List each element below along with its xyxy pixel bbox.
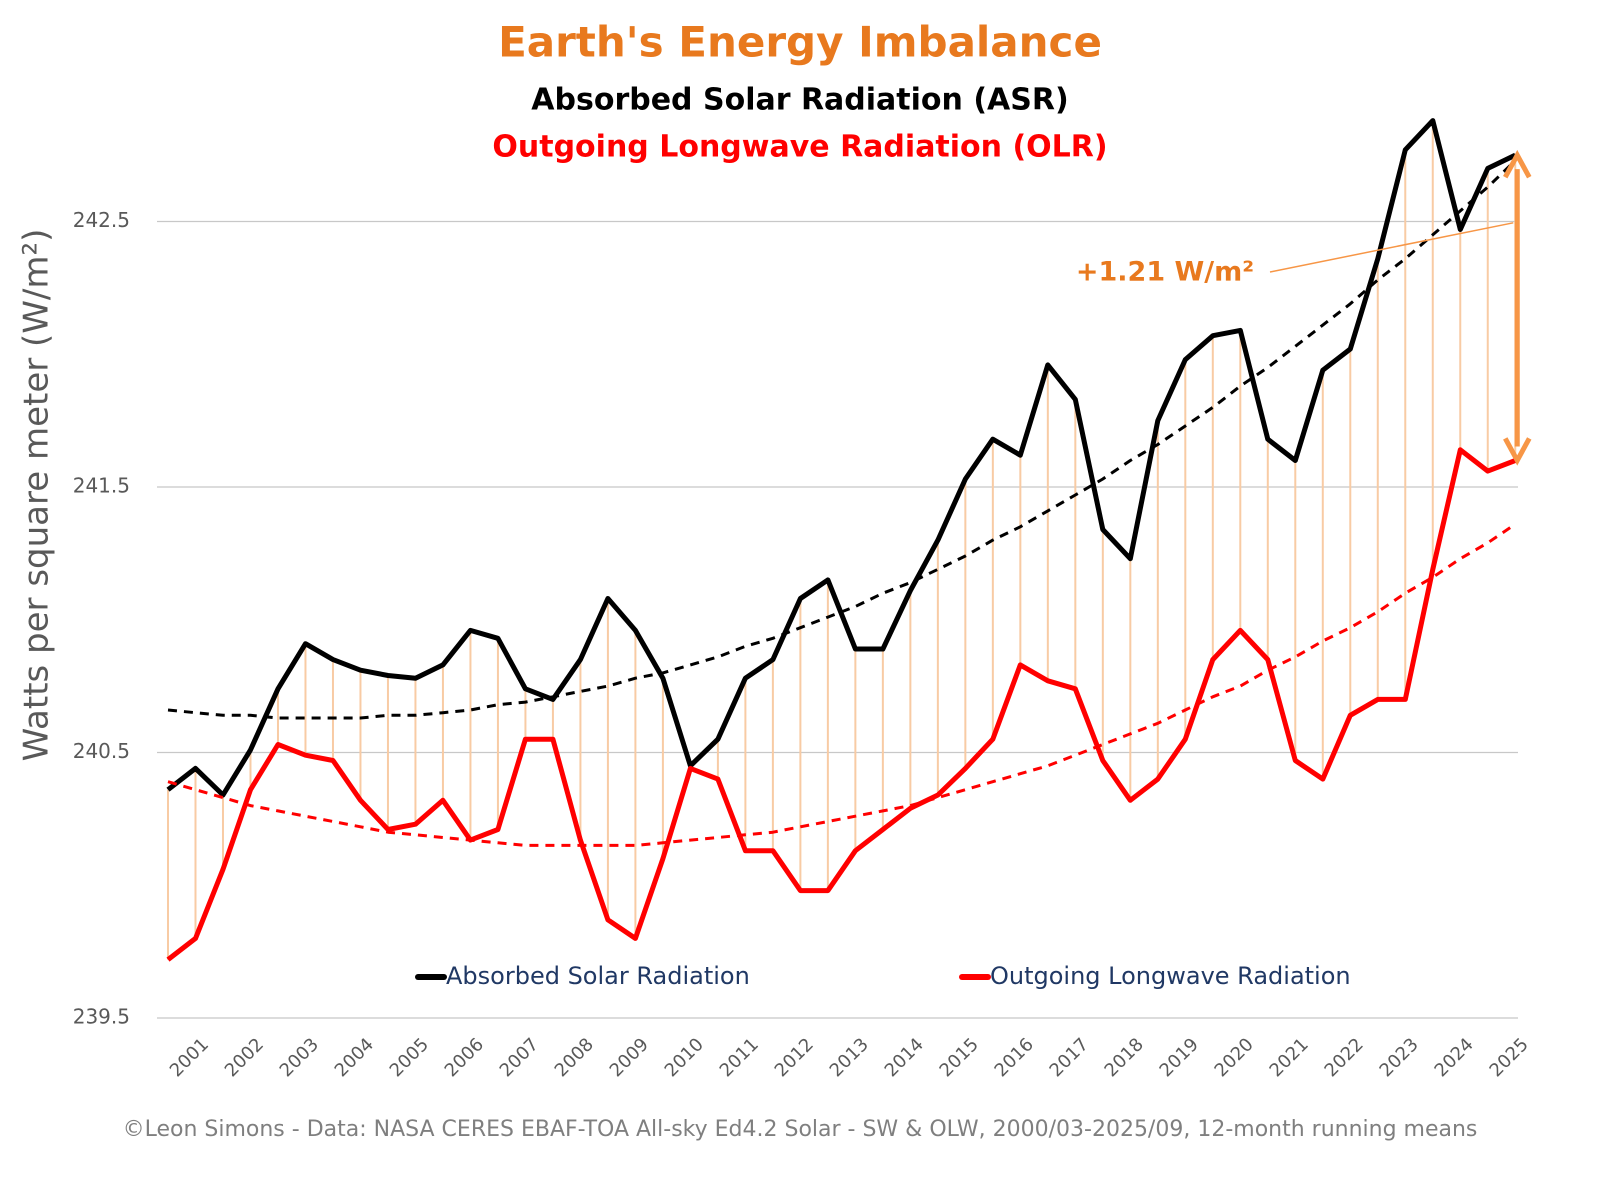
x-tick-label: 2025 <box>1486 1034 1533 1081</box>
x-tick-label: 2018 <box>1101 1034 1148 1081</box>
chart-subtitle: Absorbed Solar Radiation (ASR) <box>531 83 1068 118</box>
footer: ©Leon Simons - Data: NASA CERES EBAF-TOA… <box>123 1117 1478 1142</box>
y-axis-label: Watts per square meter (W/m²) <box>17 229 57 762</box>
x-tick-label: 2020 <box>1211 1034 1258 1081</box>
y-tick-label: 241.5 <box>73 474 130 498</box>
annotation: +1.21 W/m² <box>1076 257 1254 288</box>
y-tick-label: 242.5 <box>73 208 130 232</box>
x-tick-label: 2024 <box>1431 1034 1478 1081</box>
x-tick-label: 2009 <box>606 1034 653 1081</box>
x-tick-label: 2001 <box>166 1034 213 1081</box>
legend-label: Absorbed Solar Radiation <box>446 962 750 990</box>
series-line <box>166 447 1517 962</box>
x-tick-label: 2004 <box>331 1034 378 1081</box>
arrow-head <box>1503 437 1532 466</box>
x-tick-label: 2017 <box>1046 1034 1093 1081</box>
x-tick-label: 2006 <box>441 1034 488 1081</box>
y-tick-label: 240.5 <box>73 739 130 763</box>
series-line <box>166 118 1517 798</box>
x-tick-label: 2002 <box>221 1034 268 1081</box>
x-tick-label: 2021 <box>1266 1034 1313 1081</box>
x-tick-label: 2008 <box>551 1034 598 1081</box>
x-tick-label: 2015 <box>936 1034 983 1081</box>
chart-subtitle: Outgoing Longwave Radiation (OLR) <box>492 130 1107 165</box>
trend-line <box>167 159 1517 720</box>
x-tick-label: 2003 <box>276 1034 323 1081</box>
x-tick-label: 2023 <box>1376 1034 1423 1081</box>
trend-line <box>167 522 1517 847</box>
x-tick-label: 2007 <box>496 1034 543 1081</box>
x-tick-label: 2014 <box>881 1034 928 1081</box>
x-tick-label: 2011 <box>716 1034 763 1081</box>
x-tick-label: 2010 <box>661 1034 708 1081</box>
annotation-leader <box>1269 222 1514 273</box>
x-tick-label: 2016 <box>991 1034 1038 1081</box>
x-tick-label: 2012 <box>771 1034 818 1081</box>
x-tick-label: 2005 <box>386 1034 433 1081</box>
legend-label: Outgoing Longwave Radiation <box>990 962 1351 990</box>
x-tick-label: 2022 <box>1321 1034 1368 1081</box>
x-tick-label: 2019 <box>1156 1034 1203 1081</box>
y-tick-label: 239.5 <box>73 1005 130 1029</box>
arrow-head <box>1503 149 1532 179</box>
chart-title: Earth's Energy Imbalance <box>498 18 1102 67</box>
x-tick-label: 2013 <box>826 1034 873 1081</box>
